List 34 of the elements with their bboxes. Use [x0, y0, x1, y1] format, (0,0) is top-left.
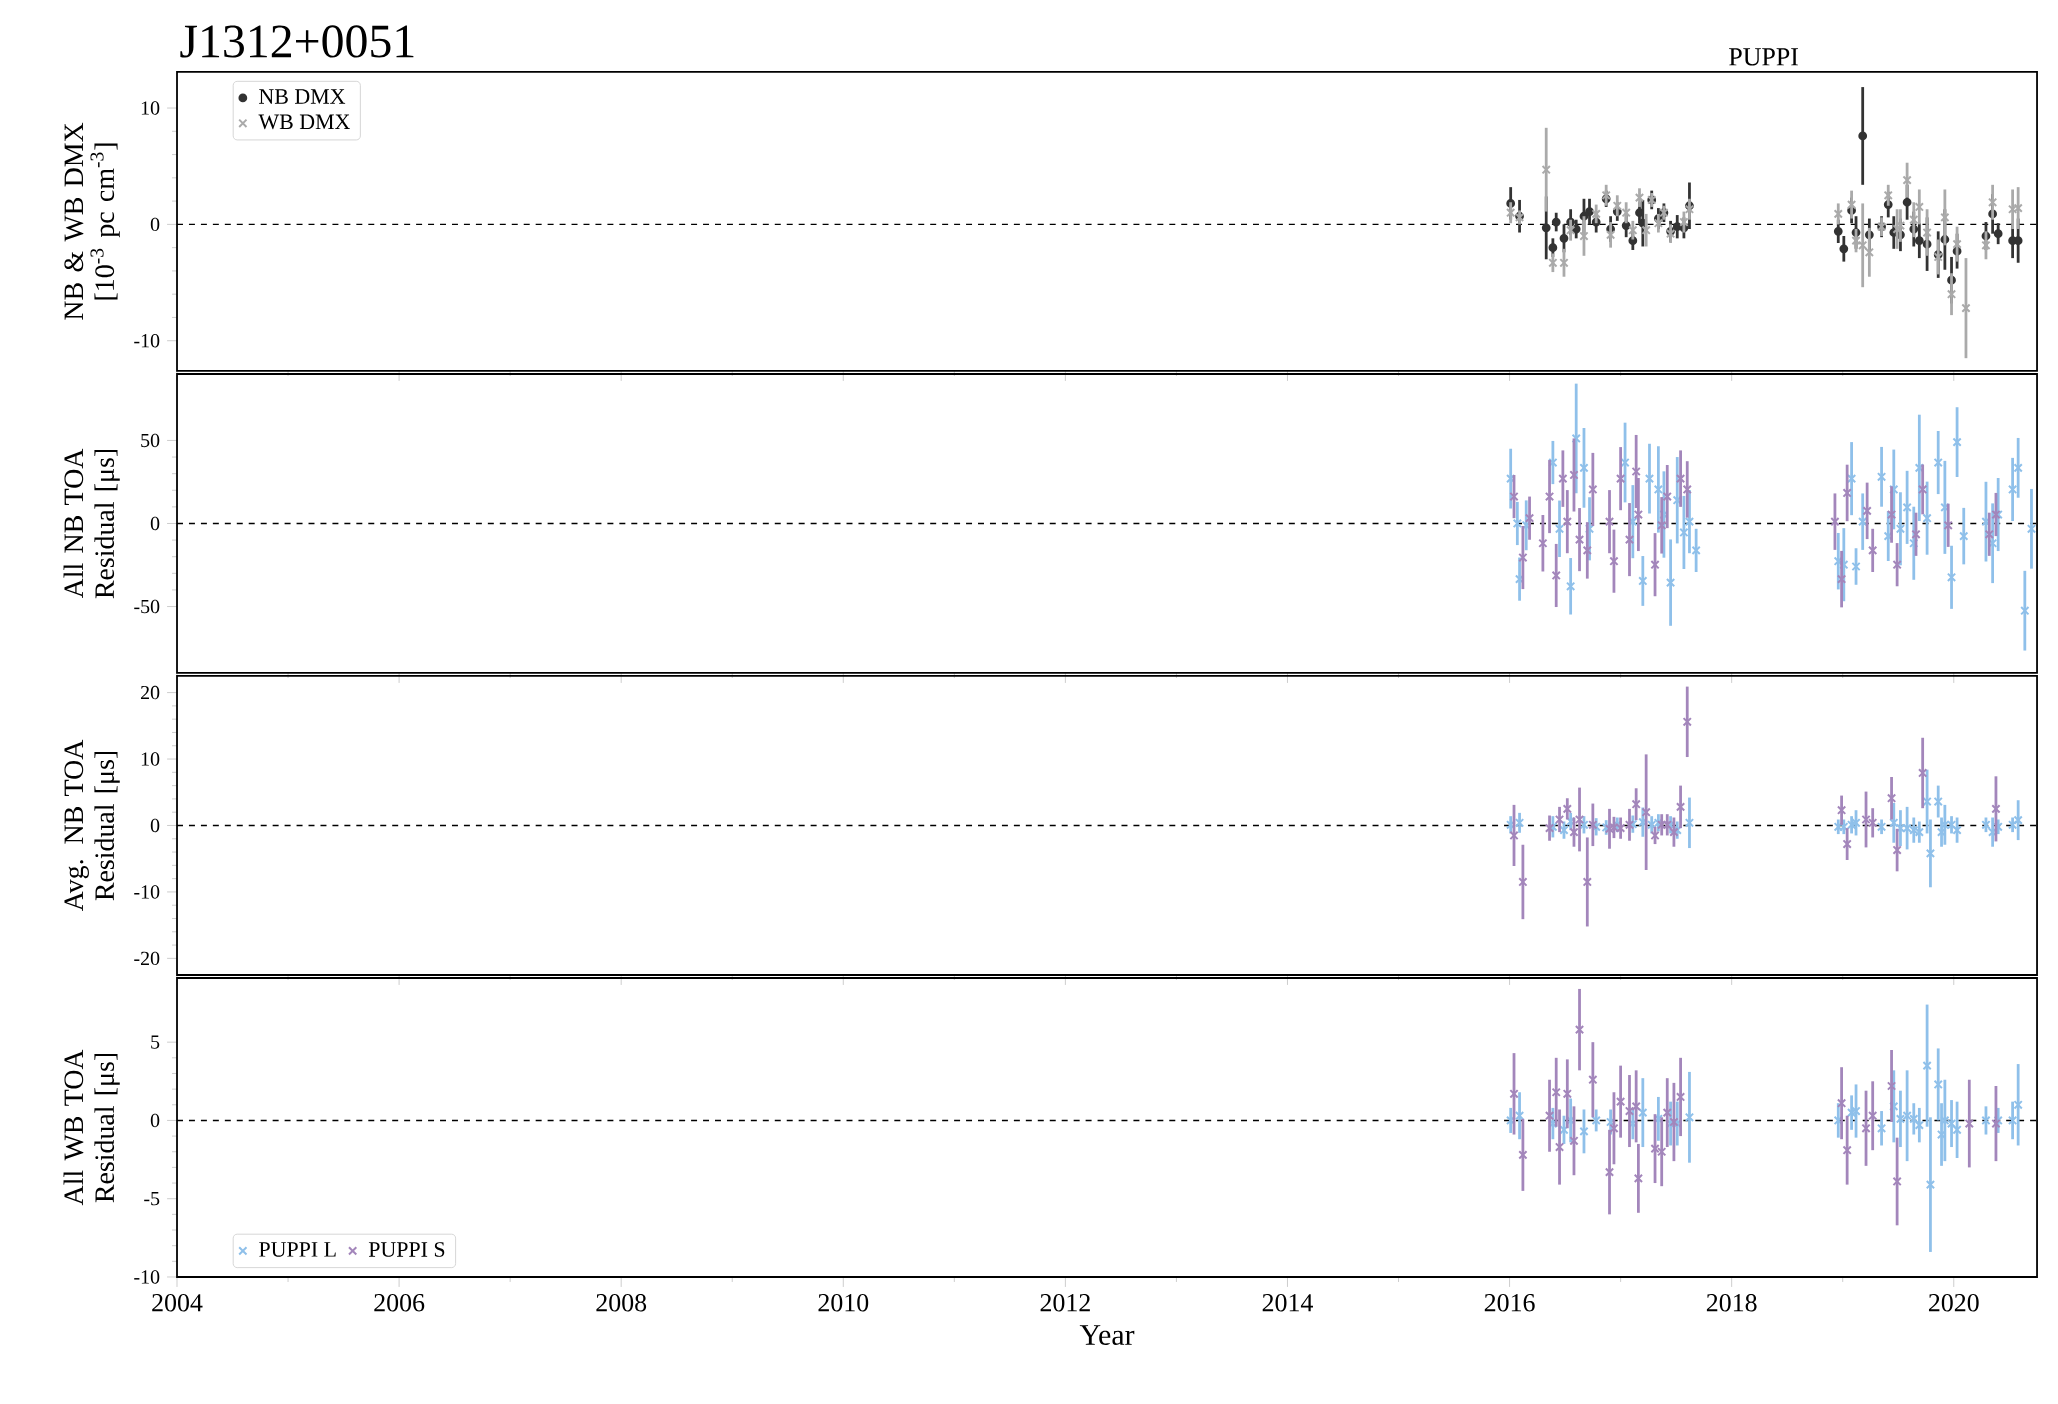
- x-tick-label: 2006: [374, 1293, 425, 1312]
- y-axis-title: All WB TOA Residual [μs]: [63, 1049, 120, 1206]
- legend-label: PUPPI L: [259, 1242, 336, 1257]
- x-tick-label: 2020: [1928, 1293, 1979, 1312]
- x-tick-label: 2012: [1040, 1293, 1090, 1312]
- y-tick-label: 10: [141, 752, 160, 766]
- legend-label: PUPPI S: [368, 1242, 445, 1257]
- text: PUPPI: [1729, 48, 1798, 66]
- y-tick-label: 20: [140, 685, 160, 700]
- y-tick-label: 0: [150, 516, 160, 531]
- legend-label: WB DMX: [258, 114, 350, 130]
- y-tick-label: -10: [134, 334, 160, 348]
- y-tick-label: 10: [141, 101, 160, 115]
- y-tick-label: 0: [150, 217, 160, 232]
- legend-label: NB DMX: [259, 89, 346, 104]
- x-tick-label: 2010: [818, 1293, 869, 1312]
- y-tick-label: -10: [134, 1270, 160, 1284]
- y-tick-label: 0: [150, 1113, 160, 1128]
- y-axis-title: Avg. NB TOA Residual [μs]: [64, 739, 120, 912]
- x-axis-title: Year: [1079, 1325, 1135, 1345]
- x-tick-label: 2014: [1262, 1293, 1313, 1312]
- x-tick-label: 2004: [152, 1293, 203, 1312]
- x-tick-label: 2016: [1484, 1293, 1535, 1312]
- y-tick-label: -20: [134, 951, 160, 966]
- y-tick-label: 0: [150, 818, 160, 833]
- y-tick-label: 5: [151, 1035, 160, 1049]
- y-tick-label: -5: [144, 1192, 160, 1206]
- y-tick-label: -50: [134, 599, 160, 614]
- y-tick-label: 50: [141, 433, 160, 448]
- chart-title: J1312+0051: [180, 25, 414, 58]
- x-tick-label: 2018: [1706, 1293, 1757, 1312]
- x-tick-label: 2008: [596, 1293, 647, 1312]
- y-axis-title: All NB TOA Residual [μs]: [63, 448, 120, 599]
- y-tick-label: -10: [134, 885, 160, 899]
